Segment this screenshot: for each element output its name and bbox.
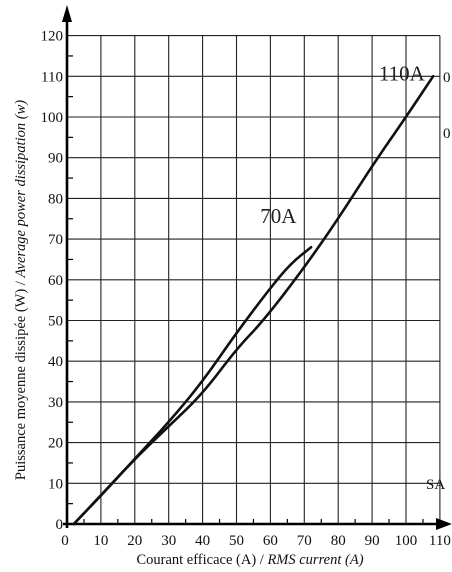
tick-labels: 0 10 20 30 40 50 60 70 80 90 100 110 0 10 20 30 40 50 60 70… (41, 29, 451, 549)
y-tick-label-40: 40 (48, 354, 63, 370)
x-tick-label-80: 80 (331, 533, 346, 549)
x-tick-label-110: 110 (429, 533, 451, 549)
y-tick-label-120: 120 (41, 29, 64, 45)
x-tick-label-40: 40 (195, 533, 210, 549)
y-axis-title: Puissance moyenne dissipée (W) / Average… (13, 100, 29, 480)
x-tick-label-70: 70 (297, 533, 312, 549)
x-tick-label-10: 10 (93, 533, 108, 549)
series-line-110a (72, 75, 435, 526)
y-tick-label-30: 30 (48, 395, 63, 411)
edge-text-1: 0 (443, 70, 451, 86)
x-tick-label-30: 30 (161, 533, 176, 549)
grid (67, 35, 441, 524)
x-tick-label-0: 0 (61, 533, 69, 549)
x-tick-label-100: 100 (395, 533, 418, 549)
x-axis-title: Courant efficace (A) / RMS current (A) (136, 552, 363, 568)
series (72, 75, 435, 526)
y-tick-label-110: 110 (41, 69, 63, 85)
y-tick-label-80: 80 (48, 191, 63, 207)
y-axis-title-italic: Average power dissipation (w) (13, 100, 29, 279)
y-tick-label-10: 10 (48, 476, 63, 492)
x-axis-title-italic: RMS current (A) (266, 552, 363, 568)
edge-text-3: SA (426, 477, 445, 493)
x-axis-arrow (436, 518, 452, 530)
y-tick-label-20: 20 (48, 436, 63, 452)
annotation-110a: 110A (379, 61, 426, 85)
y-axis-title-plain: Puissance moyenne dissipée (W) / (13, 278, 29, 481)
annotation-70a: 70A (260, 204, 297, 228)
y-tick-label-60: 60 (48, 273, 63, 289)
x-tick-label-60: 60 (263, 533, 278, 549)
x-tick-label-20: 20 (127, 533, 142, 549)
axes (62, 5, 452, 530)
y-tick-label-90: 90 (48, 151, 63, 167)
series-line-70a (72, 245, 313, 526)
y-tick-label-100: 100 (41, 110, 64, 126)
x-axis-title-plain: Courant efficace (A) / (136, 552, 267, 568)
edge-text-2: 0 (443, 126, 451, 142)
x-tick-label-50: 50 (229, 533, 244, 549)
y-tick-label-0: 0 (56, 517, 64, 533)
x-tick-label-90: 90 (365, 533, 380, 549)
y-tick-label-70: 70 (48, 232, 63, 248)
y-tick-label-50: 50 (48, 314, 63, 330)
y-axis-arrow (62, 5, 72, 22)
